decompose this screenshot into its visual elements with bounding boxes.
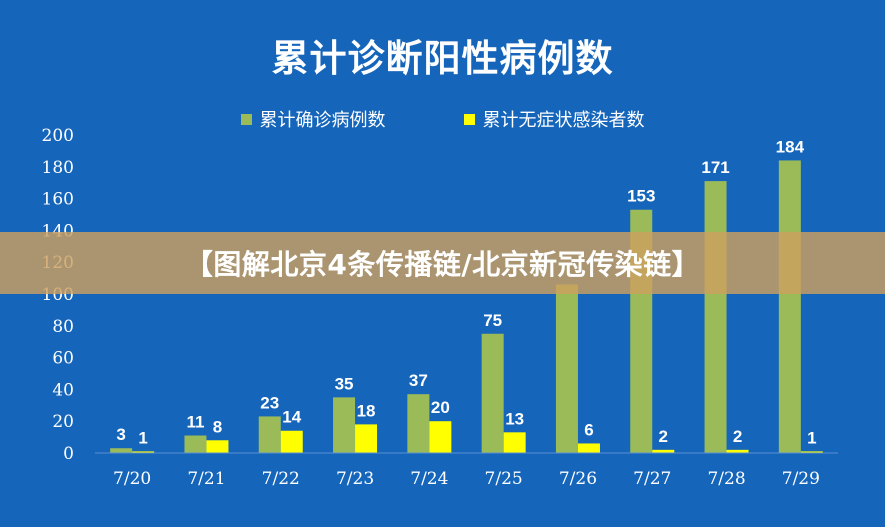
- x-tick-label: 7/24: [410, 469, 448, 489]
- data-label-asymptomatic: 2: [733, 427, 742, 446]
- y-tick-label: 40: [52, 380, 74, 400]
- data-label-asymptomatic: 6: [584, 420, 593, 439]
- bar-asymptomatic: [726, 449, 749, 453]
- bar-asymptomatic: [652, 449, 675, 453]
- data-label-confirmed: 153: [627, 187, 655, 206]
- x-tick-label: 7/20: [113, 469, 151, 489]
- y-tick-label: 0: [63, 444, 74, 464]
- chart-legend: 累计确诊病例数 累计无症状感染者数: [0, 106, 885, 132]
- y-tick-label: 80: [52, 317, 74, 337]
- data-label-asymptomatic: 20: [431, 398, 450, 417]
- data-label-asymptomatic: 14: [282, 408, 301, 427]
- bar-asymptomatic: [800, 451, 823, 453]
- bar-asymptomatic: [577, 443, 600, 453]
- y-tick-label: 20: [52, 412, 74, 432]
- x-tick-label: 7/26: [559, 469, 597, 489]
- bar-asymptomatic: [206, 440, 229, 453]
- data-label-asymptomatic: 1: [807, 428, 816, 447]
- x-tick-label: 7/27: [633, 469, 671, 489]
- data-label-confirmed: 184: [776, 137, 805, 156]
- data-label-asymptomatic: 13: [505, 409, 524, 428]
- bar-confirmed: [258, 416, 281, 453]
- legend-item-asymptomatic: 累计无症状感染者数: [463, 106, 645, 132]
- data-label-confirmed: 171: [701, 158, 729, 177]
- data-label-confirmed: 11: [186, 413, 204, 432]
- bar-asymptomatic: [355, 424, 378, 453]
- legend-swatch-asymptomatic: [463, 113, 475, 125]
- x-tick-label: 7/25: [485, 469, 523, 489]
- legend-swatch-confirmed: [240, 113, 252, 125]
- bar-confirmed: [704, 181, 727, 454]
- data-label-confirmed: 3: [116, 425, 125, 444]
- bar-asymptomatic: [280, 430, 303, 453]
- data-label-asymptomatic: 2: [659, 427, 668, 446]
- data-label-confirmed: 35: [335, 374, 354, 393]
- data-label-confirmed: 37: [409, 371, 428, 390]
- y-tick-label: 160: [42, 190, 74, 210]
- bar-confirmed: [110, 448, 133, 453]
- bar-confirmed: [184, 435, 207, 453]
- y-tick-label: 180: [42, 158, 74, 178]
- x-tick-label: 7/28: [707, 469, 745, 489]
- bar-confirmed: [333, 397, 356, 453]
- bar-confirmed: [407, 394, 430, 453]
- bar-asymptomatic: [132, 451, 155, 453]
- y-tick-label: 60: [52, 349, 74, 369]
- bar-asymptomatic: [429, 421, 452, 453]
- x-tick-label: 7/23: [336, 469, 374, 489]
- chart-title: 累计诊断阳性病例数: [271, 37, 614, 80]
- data-label-asymptomatic: 18: [357, 401, 376, 420]
- legend-item-confirmed: 累计确诊病例数: [240, 106, 386, 132]
- x-tick-label: 7/21: [187, 469, 225, 489]
- bar-confirmed: [555, 284, 578, 453]
- data-label-asymptomatic: 8: [213, 417, 222, 436]
- x-tick-label: 7/29: [782, 469, 820, 489]
- bar-confirmed: [481, 333, 504, 453]
- bar-confirmed: [778, 160, 801, 453]
- bar-asymptomatic: [503, 432, 526, 453]
- legend-label-asymptomatic: 累计无症状感染者数: [482, 110, 645, 131]
- data-label-asymptomatic: 1: [138, 428, 147, 447]
- legend-label-confirmed: 累计确诊病例数: [259, 110, 386, 131]
- x-tick-label: 7/22: [262, 469, 300, 489]
- data-label-confirmed: 23: [260, 393, 279, 412]
- overlay-banner[interactable]: 【图解北京4条传播链/北京新冠传染链】: [0, 232, 885, 294]
- y-tick-label: 200: [42, 126, 74, 146]
- banner-text[interactable]: 【图解北京4条传播链/北京新冠传染链】: [184, 248, 701, 281]
- data-label-confirmed: 75: [483, 311, 502, 330]
